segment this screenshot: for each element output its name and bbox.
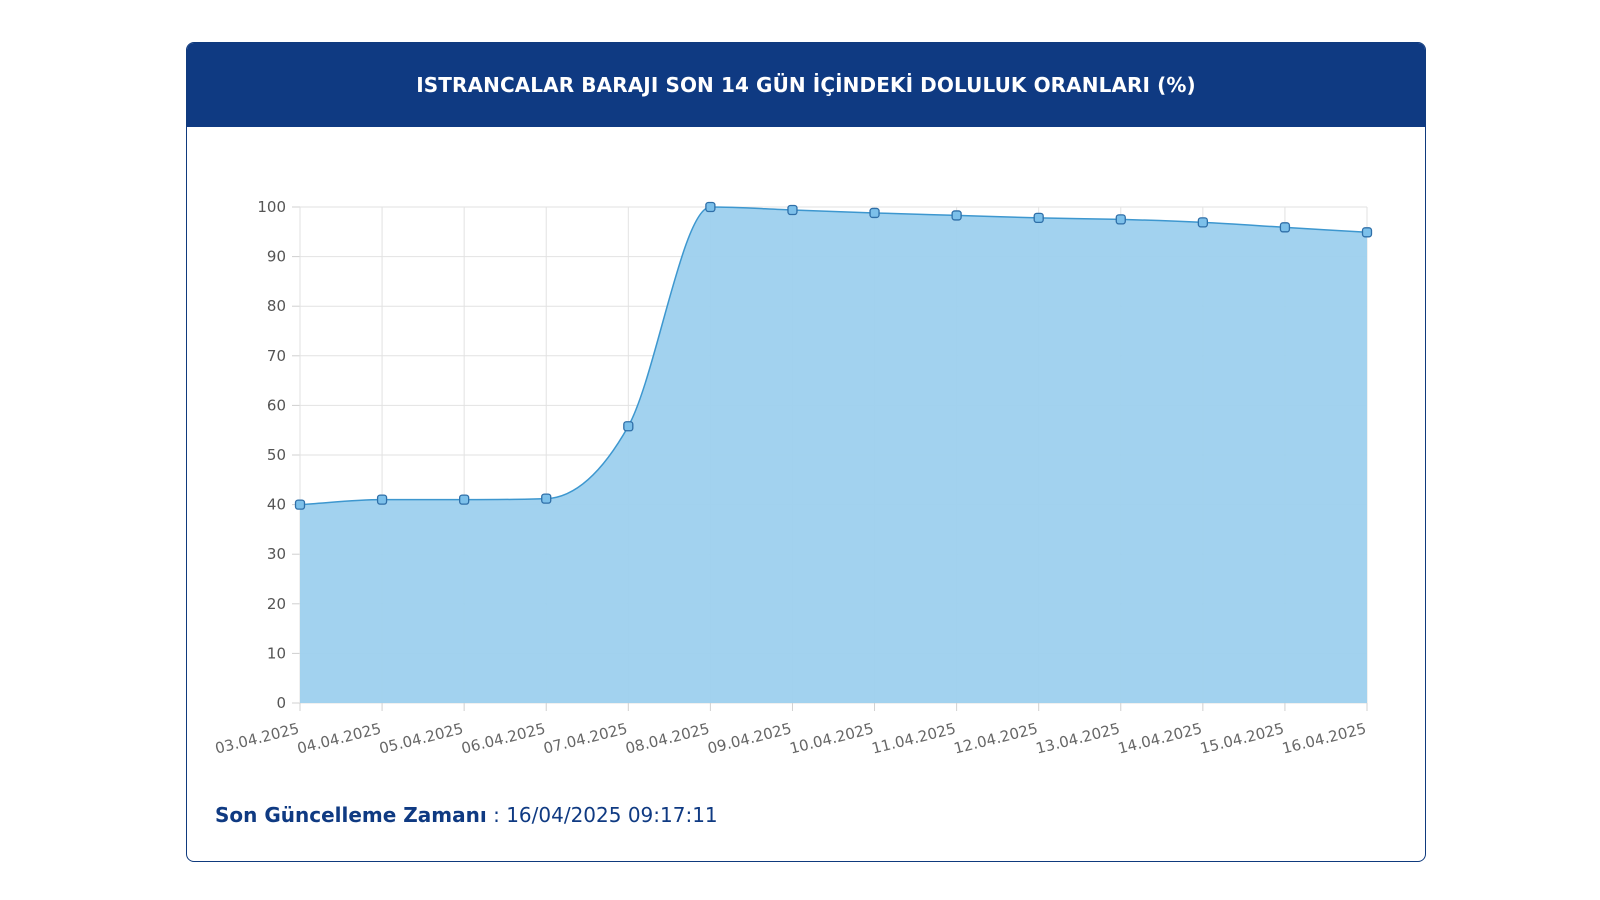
data-point (1197, 217, 1208, 228)
y-tick-label: 20 (267, 595, 286, 613)
area-chart: 0 10 20 30 40 50 60 70 80 90 100 03.04.202504.04.2… (213, 198, 1373, 758)
data-point (705, 201, 716, 213)
data-point (1279, 222, 1291, 233)
y-tick-label: 40 (267, 496, 286, 514)
data-point (1033, 212, 1044, 224)
x-tick-label: 09.04.2025 (706, 719, 794, 757)
data-point (787, 204, 798, 216)
data-point (1115, 214, 1126, 225)
y-tick-label: 0 (276, 694, 286, 712)
card-header: ISTRANCALAR BARAJI SON 14 GÜN İÇİNDEKİ D… (187, 43, 1425, 127)
x-tick-label: 07.04.2025 (542, 719, 630, 757)
data-point (869, 207, 880, 219)
series-markers (294, 201, 1373, 510)
x-tick-label: 11.04.2025 (870, 719, 958, 757)
y-axis: 0 10 20 30 40 50 60 70 80 90 100 (257, 198, 286, 712)
x-tick-label: 14.04.2025 (1116, 719, 1204, 757)
x-tick-label: 15.04.2025 (1198, 719, 1286, 757)
y-tick-label: 70 (267, 347, 286, 365)
x-tick-label: 05.04.2025 (377, 719, 465, 757)
last-update-label: Son Güncelleme Zamanı (215, 803, 487, 827)
y-tick-label: 90 (267, 248, 286, 266)
chart-title: ISTRANCALAR BARAJI SON 14 GÜN İÇİNDEKİ D… (416, 73, 1196, 97)
series-area (299, 206, 1368, 703)
x-tick-label: 03.04.2025 (213, 719, 301, 757)
last-update-value: 16/04/2025 09:17:11 (506, 803, 718, 827)
x-tick-label: 16.04.2025 (1280, 719, 1368, 757)
data-point (294, 499, 306, 510)
data-point (1361, 227, 1373, 238)
x-tick-label: 04.04.2025 (295, 719, 383, 757)
chart-card: ISTRANCALAR BARAJI SON 14 GÜN İÇİNDEKİ D… (186, 42, 1426, 862)
last-update: Son Güncelleme Zamanı : 16/04/2025 09:17… (215, 803, 718, 827)
x-tick-label: 10.04.2025 (788, 719, 876, 757)
x-tick-label: 08.04.2025 (624, 719, 712, 757)
data-point (951, 210, 962, 221)
y-tick-label: 100 (257, 198, 286, 216)
x-axis: 03.04.202504.04.202505.04.202506.04.2025… (213, 719, 1368, 757)
y-tick-label: 80 (267, 297, 286, 315)
x-tick-label: 13.04.2025 (1034, 719, 1122, 757)
data-point (459, 494, 470, 505)
data-point (541, 493, 552, 504)
x-tick-label: 06.04.2025 (460, 719, 548, 757)
last-update-separator: : (486, 803, 507, 827)
data-point (376, 494, 388, 505)
chart-area: 0 10 20 30 40 50 60 70 80 90 100 03.04.2025 04.04.2… (187, 127, 1425, 777)
series-line (299, 206, 1368, 506)
y-tick-label: 50 (267, 446, 286, 464)
data-point (623, 421, 634, 432)
y-tick-label: 60 (267, 396, 286, 414)
y-tick-label: 30 (267, 545, 286, 563)
x-tick-label: 12.04.2025 (952, 719, 1040, 757)
area-fill (300, 207, 1367, 703)
y-tick-label: 10 (267, 644, 286, 662)
